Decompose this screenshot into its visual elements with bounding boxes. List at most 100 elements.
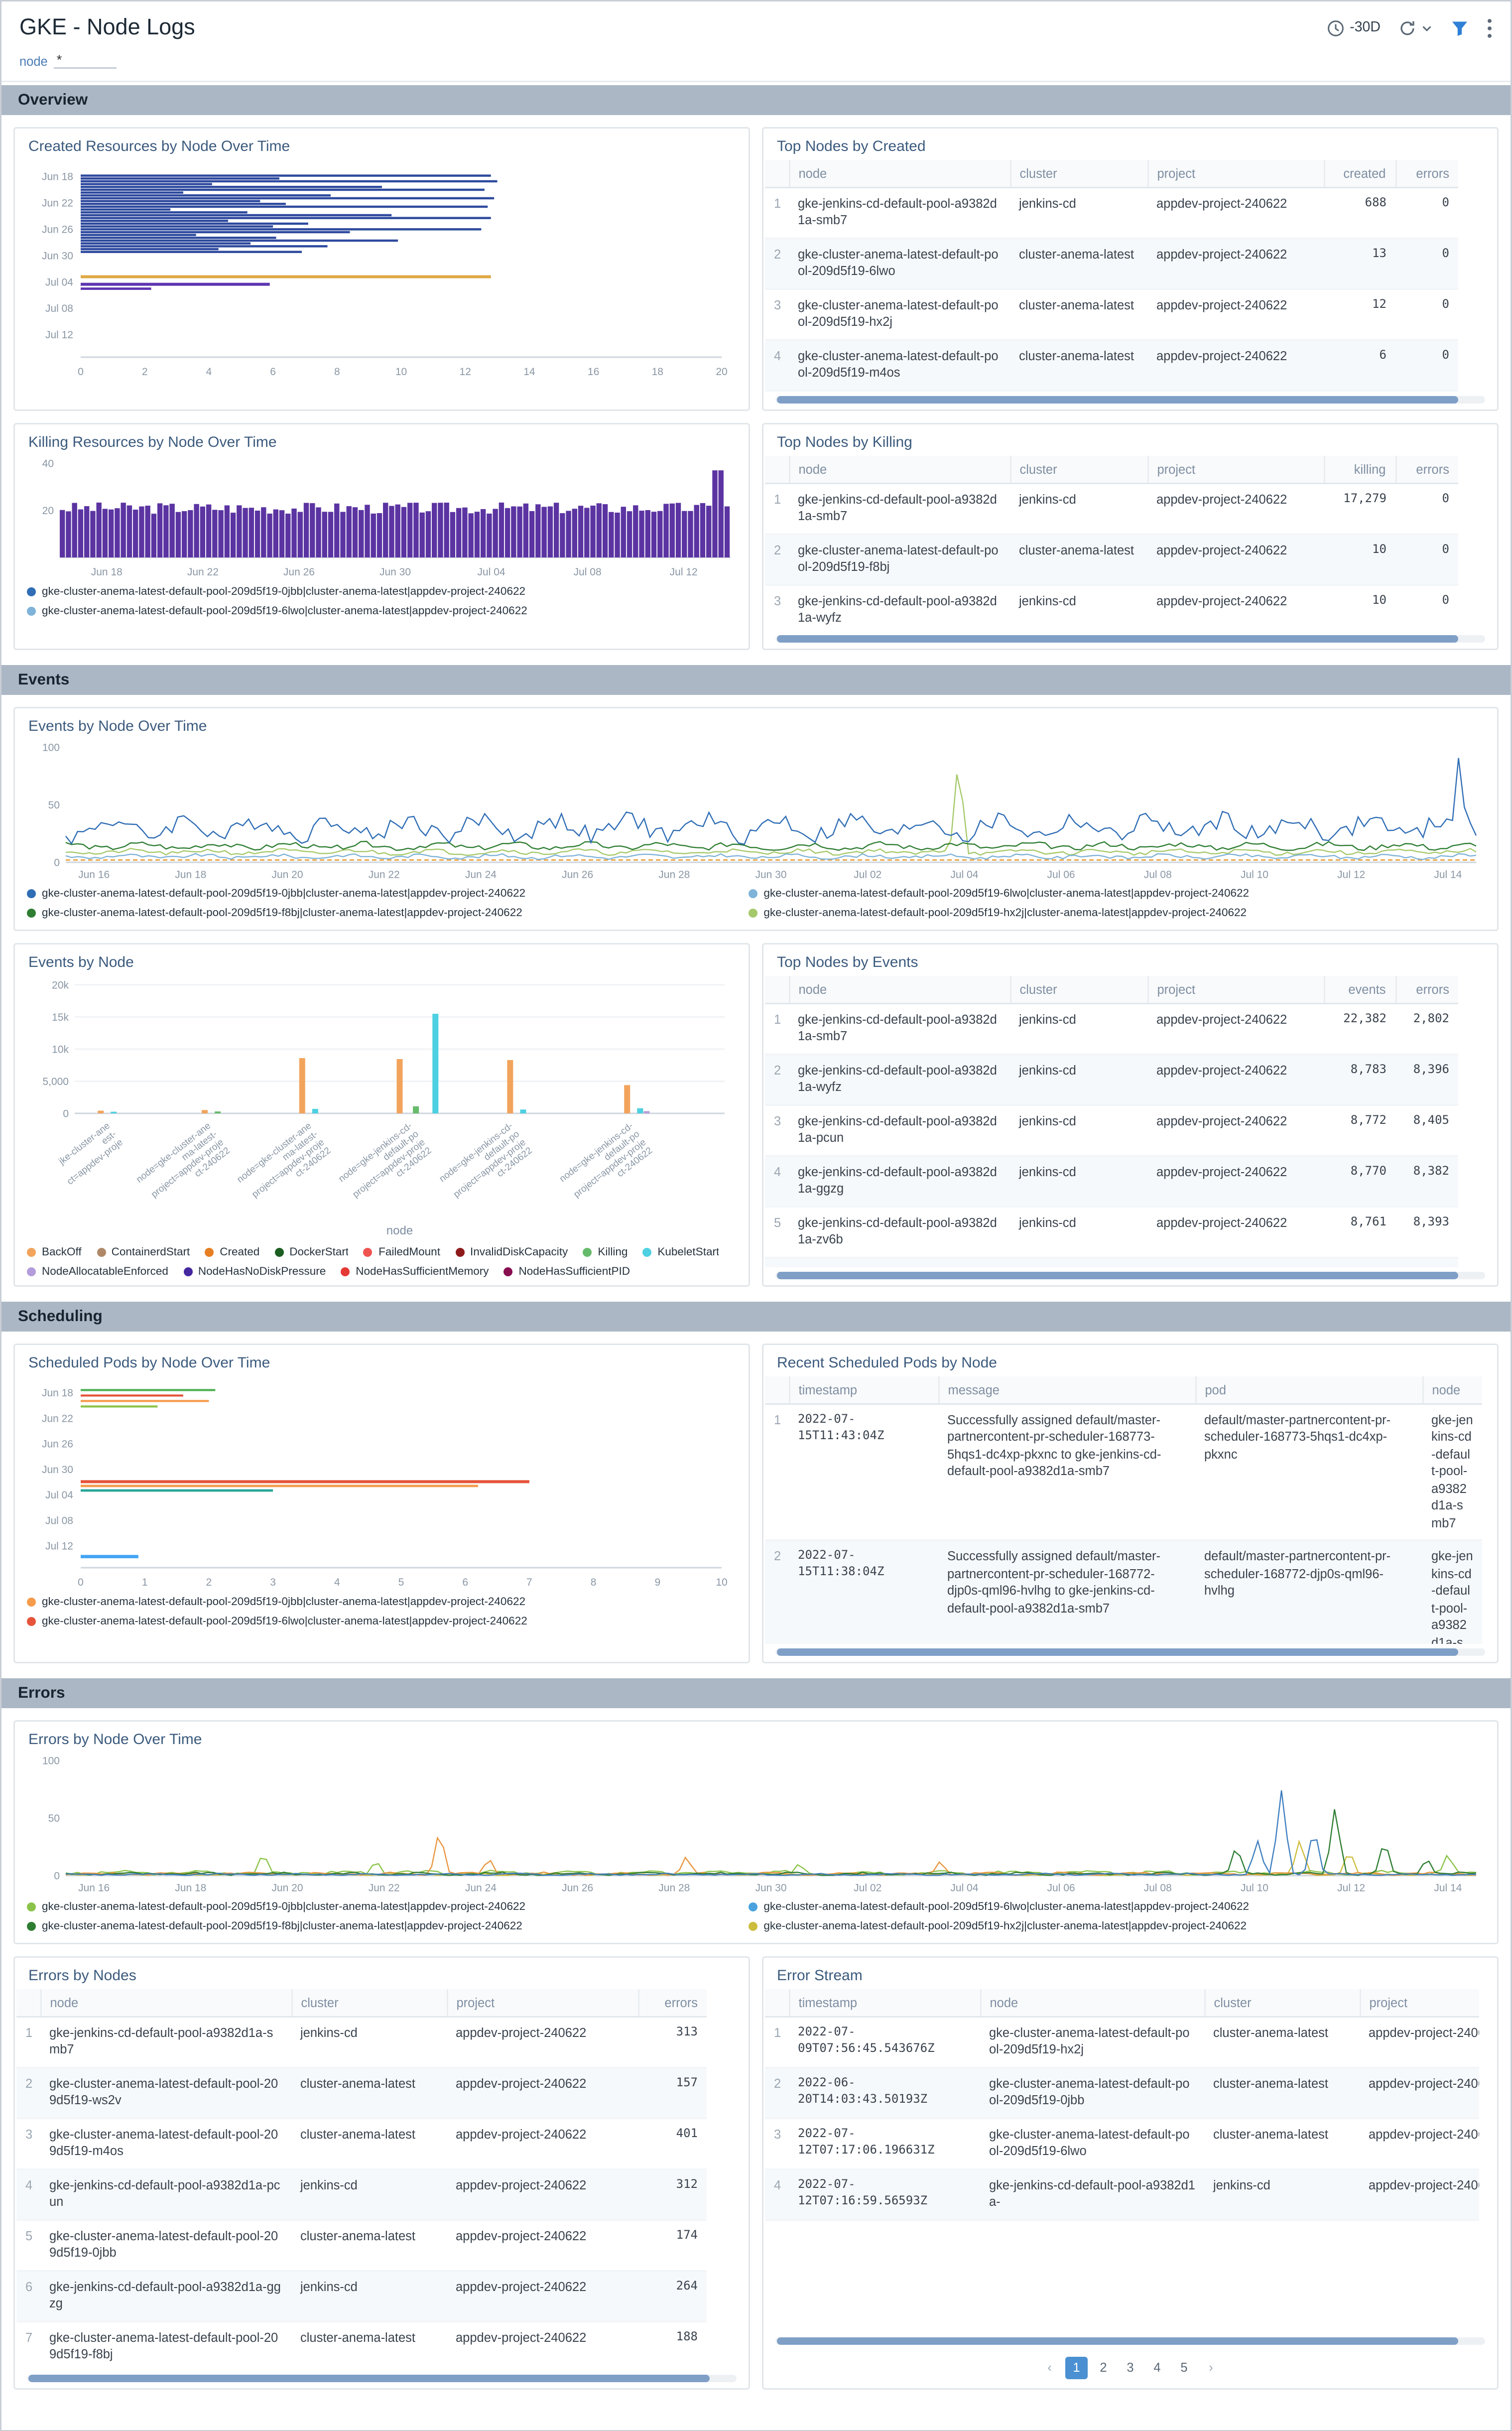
column-header-killing[interactable]: killing — [1323, 456, 1395, 484]
table-row[interactable]: 4 gke-cluster-anema-latest-default-pool-2… — [765, 339, 1458, 392]
legend-item[interactable]: gke-cluster-anema-latest-default-pool-20… — [27, 584, 737, 601]
table-row[interactable]: 3 2022-07-12T07:17:06.196631Z gke-cluster-… — [765, 2118, 1479, 2170]
events-by-node-chart[interactable]: 20k 15k 10k 5,000 0 jke-cluster-aneest-ct=app… — [21, 976, 743, 1242]
legend-item[interactable]: NodeHasSufficientPID — [504, 1264, 630, 1281]
table-row[interactable]: 1 2022-07-09T07:56:45.543676Z gke-cluster-… — [765, 2017, 1479, 2068]
table-row[interactable]: 1 gke-jenkins-cd-default-pool-a9382d1a-sm… — [765, 483, 1458, 535]
table-row[interactable]: 3 gke-jenkins-cd-default-pool-a9382d1a-pc… — [765, 1105, 1458, 1157]
pager-page-3[interactable]: 3 — [1127, 2360, 1134, 2375]
pager-page-1[interactable]: 1 — [1065, 2357, 1088, 2379]
table-row[interactable]: 3 gke-jenkins-cd-default-pool-a9382d1a-wy… — [765, 585, 1458, 631]
legend-item[interactable]: gke-cluster-anema-latest-default-pool-20… — [749, 886, 1470, 903]
pager-page-4[interactable]: 4 — [1153, 2360, 1161, 2375]
column-header-cluster[interactable]: cluster — [1203, 1989, 1360, 2018]
legend-item[interactable]: InvalidDiskCapacity — [455, 1245, 568, 1261]
table-row[interactable]: 1 gke-jenkins-cd-default-pool-a9382d1a-sm… — [765, 187, 1458, 239]
column-header-node[interactable]: node — [39, 1989, 291, 2018]
refresh-button[interactable] — [1398, 19, 1433, 37]
more-options-button[interactable] — [1487, 17, 1493, 38]
scrollbar-thumb[interactable] — [777, 2337, 1458, 2345]
column-header-cluster[interactable]: cluster — [290, 1989, 447, 2018]
column-header-cluster[interactable]: cluster — [1009, 160, 1147, 188]
legend-item[interactable]: gke-cluster-anema-latest-default-pool-20… — [749, 1919, 1470, 1935]
legend-item[interactable]: NodeHasSufficientMemory — [341, 1264, 489, 1281]
column-header-node[interactable]: node — [788, 976, 1010, 1004]
column-header-errors[interactable]: errors — [1394, 456, 1458, 484]
column-header-errors[interactable]: errors — [637, 1989, 707, 2018]
table-row[interactable]: 6gke-cluster-anema-latest-default-pool-c… — [765, 1257, 1458, 1267]
table-row[interactable]: 1 gke-jenkins-cd-default-pool-a9382d1a-sm… — [765, 1003, 1458, 1055]
column-header-project[interactable]: project — [446, 1989, 638, 2018]
table-row[interactable]: 3 gke-cluster-anema-latest-default-pool-2… — [765, 289, 1458, 341]
column-header-events[interactable]: events — [1323, 976, 1395, 1004]
column-header-project[interactable]: project — [1146, 976, 1324, 1004]
column-header-message[interactable]: message — [937, 1376, 1195, 1405]
table-row[interactable]: 1 2022-07-15T11:43:04Z Successfully assign… — [765, 1404, 1482, 1541]
column-header-errors[interactable]: errors — [1394, 976, 1458, 1004]
legend-item[interactable]: gke-cluster-anema-latest-default-pool-20… — [27, 886, 749, 903]
column-header-timestamp[interactable]: timestamp — [788, 1989, 980, 2018]
legend-item[interactable]: Killing — [583, 1245, 628, 1261]
table-row[interactable]: 6 gke-jenkins-cd-default-pool-a9382d1a-gg… — [16, 2270, 707, 2322]
legend-item[interactable]: FailedMount — [364, 1245, 440, 1261]
legend-item[interactable]: KubeletStart — [642, 1245, 719, 1261]
filter-button[interactable] — [1451, 19, 1469, 37]
column-header-errors[interactable]: errors — [1394, 160, 1458, 188]
table-row[interactable]: 2 2022-07-15T11:38:04Z Successfully assign… — [765, 1540, 1482, 1644]
table-row[interactable]: 4 gke-jenkins-cd-default-pool-a9382d1a-gg… — [765, 1155, 1458, 1208]
pager-page-5[interactable]: 5 — [1180, 2360, 1188, 2375]
column-header-cluster[interactable]: cluster — [1009, 456, 1147, 484]
node-filter-input[interactable] — [53, 52, 117, 69]
column-header-node[interactable]: node — [1421, 1376, 1482, 1405]
table-row[interactable]: 3 gke-cluster-anema-latest-default-pool-2… — [16, 2118, 707, 2170]
column-header-project[interactable]: project — [1146, 456, 1324, 484]
scrollbar-thumb[interactable] — [777, 1272, 1458, 1279]
column-header-cluster[interactable]: cluster — [1009, 976, 1147, 1004]
legend-item[interactable]: ContainerdStart — [96, 1245, 190, 1261]
scrollbar-thumb[interactable] — [777, 1648, 1458, 1656]
legend-item[interactable]: gke-cluster-anema-latest-default-pool-20… — [27, 604, 737, 620]
column-header-created[interactable]: created — [1323, 160, 1395, 188]
time-range-button[interactable]: -30D — [1327, 19, 1381, 37]
column-header-node[interactable]: node — [979, 1989, 1204, 2018]
legend-item[interactable]: gke-cluster-anema-latest-default-pool-20… — [749, 906, 1470, 922]
table-row[interactable]: 1 gke-jenkins-cd-default-pool-a9382d1a-sm… — [16, 2017, 707, 2068]
errors-over-time-chart[interactable]: 100 50 0 Jun 16 Jun 18 Jun 20 Jun 22 Jun 24 Jun … — [21, 1753, 1491, 1896]
table-row[interactable]: 2 gke-cluster-anema-latest-default-pool-2… — [765, 534, 1458, 586]
scrollbar-thumb[interactable] — [777, 635, 1458, 643]
table-row[interactable]: 5 gke-cluster-anema-latest-default-pool-2… — [16, 2219, 707, 2272]
pager-next-button[interactable]: › — [1209, 2360, 1213, 2375]
pager-prev-button[interactable]: ‹ — [1047, 2360, 1052, 2375]
table-row[interactable]: 5 gke-jenkins-cd-default-pool-a9382d1a-zv… — [765, 1206, 1458, 1258]
created-resources-chart[interactable]: Jun 18 Jun 22 Jun 26 Jun 30 Jul 04 Jul 08 Jul … — [21, 160, 743, 381]
legend-item[interactable]: DockerStart — [274, 1245, 349, 1261]
legend-item[interactable]: gke-cluster-anema-latest-default-pool-20… — [27, 906, 749, 922]
column-header-project[interactable]: project — [1359, 1989, 1479, 2018]
table-row[interactable]: 5gke-jenkins-cd-default-pool-a9382d1a-je… — [765, 390, 1458, 392]
table-row[interactable]: 2 gke-jenkins-cd-default-pool-a9382d1a-wy… — [765, 1054, 1458, 1106]
column-header-pod[interactable]: pod — [1194, 1376, 1422, 1405]
legend-item[interactable]: NodeAllocatableEnforced — [27, 1264, 168, 1281]
legend-item[interactable]: gke-cluster-anema-latest-default-pool-20… — [27, 1614, 737, 1630]
legend-item[interactable]: gke-cluster-anema-latest-default-pool-20… — [27, 1899, 749, 1916]
legend-item[interactable]: NodeHasNoDiskPressure — [183, 1264, 326, 1281]
legend-item[interactable]: gke-cluster-anema-latest-default-pool-20… — [27, 1595, 737, 1611]
pager-page-2[interactable]: 2 — [1100, 2360, 1107, 2375]
legend-item[interactable]: gke-cluster-anema-latest-default-pool-20… — [749, 1899, 1470, 1916]
scheduled-pods-chart[interactable]: Jun 18 Jun 22 Jun 26 Jun 30 Jul 04 Jul 08 Jul … — [21, 1376, 743, 1592]
table-row[interactable]: 2 gke-cluster-anema-latest-default-pool-2… — [16, 2067, 707, 2119]
events-over-time-chart[interactable]: 100 50 0 Jun 16 Jun 18 Jun 20 Jun 22 Jun 24 Jun … — [21, 740, 1491, 883]
table-row[interactable]: 4 gke-jenkins-cd-default-pool-a9382d1a-pc… — [16, 2168, 707, 2221]
table-row[interactable]: 7 gke-cluster-anema-latest-default-pool-2… — [16, 2321, 707, 2370]
killing-resources-chart[interactable]: 40 20 Jun 18 Jun 22 Jun 26 Jun 30 Jul 04 Jul 08… — [21, 456, 743, 581]
scrollbar-thumb[interactable] — [28, 2375, 710, 2382]
column-header-node[interactable]: node — [788, 160, 1010, 188]
scrollbar-thumb[interactable] — [777, 396, 1458, 404]
column-header-project[interactable]: project — [1146, 160, 1324, 188]
table-row[interactable]: 2 2022-06-20T14:03:43.50193Z gke-cluster-a… — [765, 2067, 1479, 2119]
column-header-node[interactable]: node — [788, 456, 1010, 484]
legend-item[interactable]: gke-cluster-anema-latest-default-pool-20… — [27, 1919, 749, 1935]
table-row[interactable]: 4 2022-07-12T07:16:59.56593Z gke-jenkins-c… — [765, 2168, 1479, 2221]
table-row[interactable]: 2 gke-cluster-anema-latest-default-pool-2… — [765, 238, 1458, 290]
legend-item[interactable]: BackOff — [27, 1245, 82, 1261]
